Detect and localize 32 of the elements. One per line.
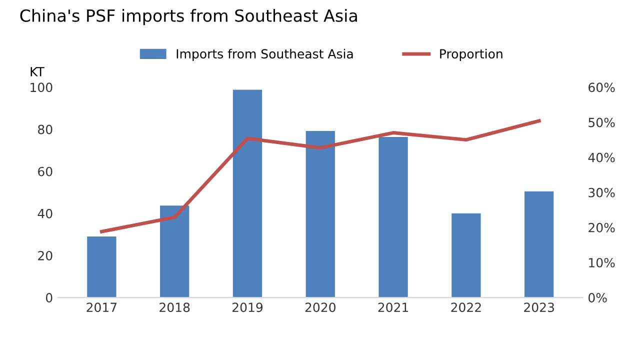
y-tick-label: 80 (38, 124, 52, 134)
y-tick-label: 20 (38, 250, 52, 260)
y2-tick-label: 30% (588, 188, 615, 198)
x-tick-label: 2018 (160, 302, 190, 312)
x-tick-label: 2017 (86, 302, 117, 312)
bar (160, 206, 190, 298)
x-tick-label: 2020 (305, 302, 336, 312)
y-tick-label: 40 (38, 208, 52, 218)
y2-tick-label: 10% (589, 258, 615, 268)
y2-tick-label: 40% (588, 152, 615, 162)
bar (306, 130, 335, 298)
y2-tick-label: 20% (588, 222, 615, 232)
x-tick-label: 2023 (524, 302, 554, 312)
x-tick-label: 2019 (232, 302, 263, 312)
y-tick-label: 60 (38, 166, 52, 176)
x-tick-label: 2022 (451, 302, 481, 312)
y2-tick-label: 0% (588, 293, 607, 302)
y-tick-label: 100 (30, 82, 52, 92)
legend-label: Proportion (440, 48, 502, 61)
line-series (100, 119, 541, 234)
y2-tick-label: 60% (588, 82, 615, 92)
bar (232, 90, 262, 298)
x-tick-label: 2021 (378, 302, 408, 312)
bar (452, 213, 481, 298)
y2-tick-label: 50% (588, 118, 615, 128)
legend-label: Imports from Southeast Asia (176, 48, 353, 61)
bar (87, 236, 116, 298)
bar (524, 191, 554, 298)
bar (378, 137, 408, 298)
y-axis-title: KT (30, 67, 44, 76)
chart-title: China's PSF imports from Southeast Asia (20, 9, 357, 26)
y-tick-label: 0 (46, 293, 52, 302)
